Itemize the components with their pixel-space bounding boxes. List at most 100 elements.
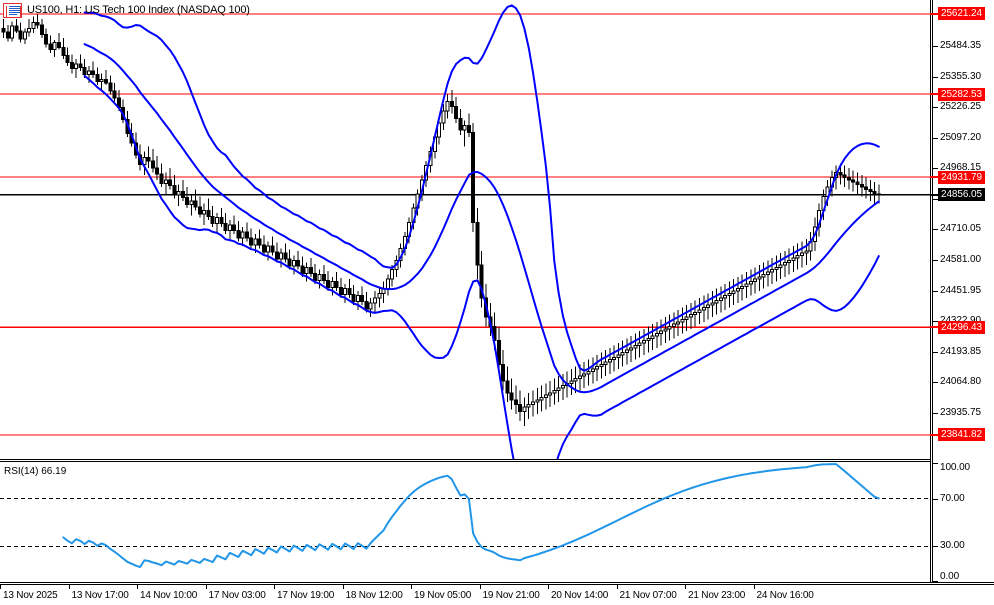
candle-body-bearish bbox=[513, 399, 518, 406]
level-price-tag[interactable]: 23841.82 bbox=[938, 428, 985, 442]
candle-body-bearish bbox=[232, 224, 237, 232]
candle-body-bullish bbox=[377, 292, 382, 299]
candle-body-bearish bbox=[855, 181, 860, 186]
candle-body-bullish bbox=[654, 333, 659, 337]
candle-body-bearish bbox=[868, 188, 873, 193]
candle-body-bearish bbox=[219, 217, 224, 225]
price-axis-label: 25355.30 bbox=[940, 70, 981, 82]
rsi-axis[interactable]: 100.00 70.00 30.00 0.00 bbox=[930, 462, 994, 582]
pane-separator-line bbox=[0, 459, 930, 460]
candle-body-bullish bbox=[795, 255, 800, 259]
candle-body-bearish bbox=[150, 160, 155, 169]
candle-body-bearish bbox=[321, 273, 326, 281]
time-axis-tick bbox=[616, 584, 618, 589]
candle-body-bearish bbox=[864, 186, 869, 190]
candle-body-bullish bbox=[620, 352, 625, 356]
price-axis-tick bbox=[932, 351, 938, 353]
current-price-tag[interactable]: 24856.05 bbox=[938, 188, 985, 202]
candle-body-bearish bbox=[1, 27, 6, 33]
candle-body-bearish bbox=[449, 101, 454, 107]
candle-body-bullish bbox=[586, 370, 591, 375]
candle-body-bearish bbox=[5, 31, 10, 39]
candle-body-bullish bbox=[599, 363, 604, 368]
level-price-tag[interactable]: 24296.43 bbox=[938, 320, 985, 334]
candle-body-bearish bbox=[509, 392, 514, 401]
price-axis-tick bbox=[932, 168, 938, 170]
candle-body-bearish bbox=[155, 167, 160, 175]
candle-body-bearish bbox=[112, 90, 117, 99]
candle-body-bearish bbox=[851, 179, 856, 183]
candle-body-bullish bbox=[253, 238, 258, 246]
candle-body-bullish bbox=[731, 290, 736, 294]
candle-body-bearish bbox=[466, 124, 471, 133]
candle-body-bearish bbox=[838, 172, 843, 176]
price-tag-connector bbox=[930, 176, 938, 179]
candle-body-bullish bbox=[163, 179, 168, 184]
price-tag-connector bbox=[930, 433, 938, 436]
candle-body-bullish bbox=[680, 318, 685, 323]
candle-body-bearish bbox=[95, 74, 100, 83]
candle-body-bearish bbox=[223, 223, 228, 232]
candle-body-bullish bbox=[799, 252, 804, 257]
candle-body-bullish bbox=[770, 269, 775, 273]
candle-body-bullish bbox=[582, 373, 587, 377]
candle-body-bullish bbox=[445, 101, 450, 112]
level-price-tag[interactable]: 24931.79 bbox=[938, 170, 985, 184]
candle-body-bearish bbox=[454, 105, 459, 119]
price-axis-tick bbox=[932, 260, 938, 262]
candle-body-bullish bbox=[774, 266, 779, 271]
candle-body-bearish bbox=[338, 286, 343, 296]
price-axis[interactable]: 25484.35 25355.30 25226.25 25097.20 24968.15… bbox=[930, 0, 994, 459]
candle-body-bullish bbox=[659, 330, 664, 335]
candle-body-bullish bbox=[650, 335, 655, 339]
time-axis-label: 24 Nov 16:00 bbox=[756, 590, 814, 601]
candle-body-bullish bbox=[556, 387, 561, 391]
candle-body-bearish bbox=[475, 221, 480, 266]
candle-body-bearish bbox=[108, 82, 113, 92]
level-price-tag[interactable]: 25621.24 bbox=[938, 7, 985, 21]
price-axis-tick bbox=[932, 107, 938, 109]
price-axis-label: 24064.80 bbox=[940, 376, 981, 388]
price-axis-label: 25097.20 bbox=[940, 131, 981, 143]
level-price-tag[interactable]: 25282.53 bbox=[938, 87, 985, 101]
candle-body-bullish bbox=[560, 385, 565, 389]
rsi-line bbox=[62, 463, 880, 569]
candle-body-bearish bbox=[351, 294, 356, 303]
candle-body-bullish bbox=[215, 217, 219, 225]
time-axis-label: 14 Nov 10:00 bbox=[140, 590, 198, 601]
candle-body-bearish bbox=[471, 131, 476, 223]
rsi-chart-pane[interactable] bbox=[0, 463, 930, 582]
price-axis-label: 23935.75 bbox=[940, 406, 981, 418]
price-axis-label: 24968.15 bbox=[940, 162, 981, 174]
rsi-axis-label: 70.00 bbox=[940, 492, 965, 504]
pane-separator-line-2 bbox=[0, 461, 930, 462]
bollinger-upper-band bbox=[83, 4, 880, 372]
price-tag-connector bbox=[930, 12, 938, 15]
candle-body-bearish bbox=[859, 184, 864, 188]
candle-body-bullish bbox=[706, 304, 711, 309]
time-axis-tick bbox=[274, 584, 275, 589]
candle-body-bullish bbox=[437, 122, 442, 138]
candle-body-bullish bbox=[684, 316, 689, 320]
price-chart-pane[interactable] bbox=[0, 0, 930, 459]
candle-body-bullish bbox=[642, 340, 646, 344]
candle-body-bullish bbox=[676, 321, 681, 325]
candle-body-bearish bbox=[876, 193, 881, 196]
candle-body-bullish bbox=[526, 404, 531, 408]
candle-body-bearish bbox=[872, 191, 877, 195]
candle-body-bullish bbox=[735, 288, 740, 292]
time-axis-divider-2 bbox=[0, 584, 994, 585]
candle-body-bullish bbox=[603, 361, 608, 365]
price-axis-label: 24581.00 bbox=[940, 254, 981, 266]
candle-body-bullish bbox=[543, 394, 548, 398]
time-axis[interactable]: 13 Nov 2025 13 Nov 17:00 14 Nov 10:00 17 No… bbox=[0, 584, 994, 605]
candle-body-bullish bbox=[714, 299, 719, 304]
price-axis-label: 24193.85 bbox=[940, 345, 981, 357]
price-chart-canvas bbox=[0, 4, 930, 459]
candle-body-bearish bbox=[283, 252, 288, 260]
candle-body-bearish bbox=[168, 179, 173, 187]
candle-body-bullish bbox=[27, 27, 32, 33]
candle-body-bearish bbox=[206, 210, 211, 217]
candle-body-bullish bbox=[782, 262, 787, 266]
candle-body-bearish bbox=[347, 288, 352, 296]
